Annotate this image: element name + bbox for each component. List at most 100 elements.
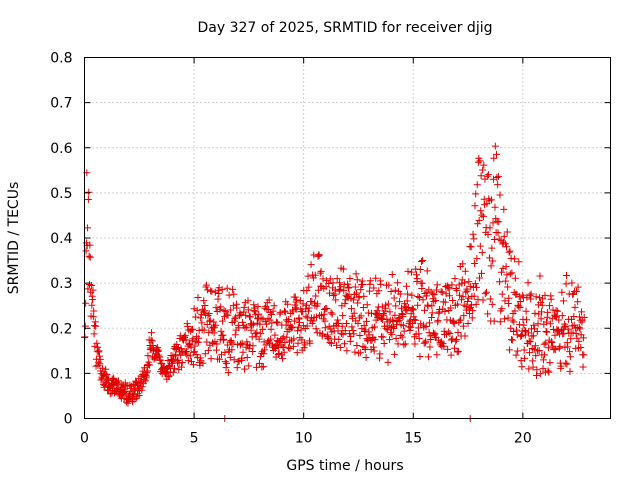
data-point bbox=[470, 235, 478, 243]
data-point bbox=[193, 306, 201, 314]
data-point bbox=[93, 339, 101, 347]
data-point bbox=[340, 286, 348, 294]
data-point bbox=[256, 320, 264, 328]
data-point bbox=[520, 346, 528, 354]
data-point bbox=[557, 362, 565, 370]
x-tick-labels: 0 5 10 15 20 bbox=[80, 431, 532, 447]
data-point bbox=[213, 340, 221, 348]
data-point bbox=[210, 318, 218, 326]
data-point bbox=[432, 297, 440, 305]
data-point bbox=[221, 358, 229, 366]
data-point bbox=[218, 286, 226, 294]
data-point bbox=[526, 338, 534, 346]
data-point bbox=[89, 286, 97, 294]
data-point bbox=[529, 332, 537, 340]
data-point bbox=[144, 352, 152, 360]
data-point bbox=[407, 323, 415, 331]
data-point bbox=[579, 334, 587, 342]
data-point bbox=[536, 272, 544, 280]
data-point bbox=[304, 307, 312, 315]
data-point bbox=[220, 335, 228, 343]
data-point bbox=[84, 224, 92, 232]
data-point bbox=[205, 309, 213, 317]
data-point bbox=[537, 298, 545, 306]
y-tick-label: 0.4 bbox=[50, 231, 72, 247]
y-tick-label: 0.1 bbox=[50, 366, 72, 382]
data-point bbox=[398, 333, 406, 341]
data-point bbox=[360, 322, 368, 330]
data-point bbox=[459, 293, 467, 301]
y-tick-label: 0.8 bbox=[50, 51, 72, 67]
data-point bbox=[417, 258, 425, 266]
data-point bbox=[267, 310, 275, 318]
data-point bbox=[91, 322, 99, 330]
data-point bbox=[348, 323, 356, 331]
data-point bbox=[530, 345, 538, 353]
data-point bbox=[510, 318, 518, 326]
x-tick-label: 20 bbox=[514, 431, 532, 447]
data-point bbox=[428, 309, 436, 317]
data-point bbox=[86, 241, 94, 249]
data-point bbox=[339, 265, 347, 273]
data-point bbox=[238, 339, 246, 347]
data-point bbox=[471, 202, 479, 210]
data-point bbox=[451, 344, 459, 352]
data-point bbox=[424, 302, 432, 310]
data-point bbox=[387, 329, 395, 337]
data-point bbox=[328, 310, 336, 318]
data-point bbox=[370, 347, 378, 355]
data-point bbox=[146, 361, 154, 369]
data-point bbox=[259, 325, 267, 333]
data-point bbox=[375, 287, 383, 295]
data-point bbox=[493, 174, 501, 182]
data-point bbox=[390, 325, 398, 333]
data-point bbox=[181, 331, 189, 339]
data-point bbox=[359, 304, 367, 312]
data-point bbox=[414, 324, 422, 332]
data-point bbox=[212, 346, 220, 354]
data-point bbox=[452, 285, 460, 293]
data-point bbox=[371, 336, 379, 344]
data-point bbox=[344, 294, 352, 302]
data-point bbox=[500, 205, 508, 213]
data-point bbox=[338, 322, 346, 330]
data-point bbox=[416, 265, 424, 273]
data-point bbox=[533, 366, 541, 374]
data-point bbox=[334, 316, 342, 324]
data-point bbox=[422, 323, 430, 331]
data-point bbox=[207, 287, 215, 295]
data-point bbox=[365, 331, 373, 339]
data-point bbox=[487, 262, 495, 270]
data-point bbox=[486, 254, 494, 262]
data-point bbox=[426, 319, 434, 327]
data-point bbox=[184, 322, 192, 330]
data-point bbox=[201, 350, 209, 358]
data-point bbox=[514, 347, 522, 355]
data-point bbox=[257, 330, 265, 338]
data-point bbox=[567, 335, 575, 343]
data-point bbox=[522, 316, 530, 324]
data-point bbox=[198, 319, 206, 327]
data-point bbox=[448, 281, 456, 289]
data-point bbox=[183, 351, 191, 359]
data-point bbox=[538, 308, 545, 316]
data-point bbox=[370, 284, 378, 292]
data-point bbox=[437, 288, 445, 296]
data-point bbox=[303, 287, 311, 295]
data-point bbox=[481, 290, 489, 298]
data-point bbox=[516, 298, 524, 306]
data-point bbox=[478, 249, 486, 257]
data-point bbox=[482, 288, 490, 296]
data-point bbox=[466, 309, 474, 317]
data-point bbox=[476, 242, 484, 250]
data-point bbox=[461, 279, 469, 287]
data-point bbox=[551, 346, 559, 354]
data-point bbox=[524, 329, 532, 337]
data-point bbox=[430, 291, 438, 299]
data-point bbox=[412, 271, 420, 279]
data-point bbox=[362, 317, 370, 325]
data-point bbox=[516, 321, 524, 329]
data-point bbox=[568, 279, 576, 287]
data-point bbox=[325, 280, 333, 288]
data-point bbox=[324, 334, 332, 342]
